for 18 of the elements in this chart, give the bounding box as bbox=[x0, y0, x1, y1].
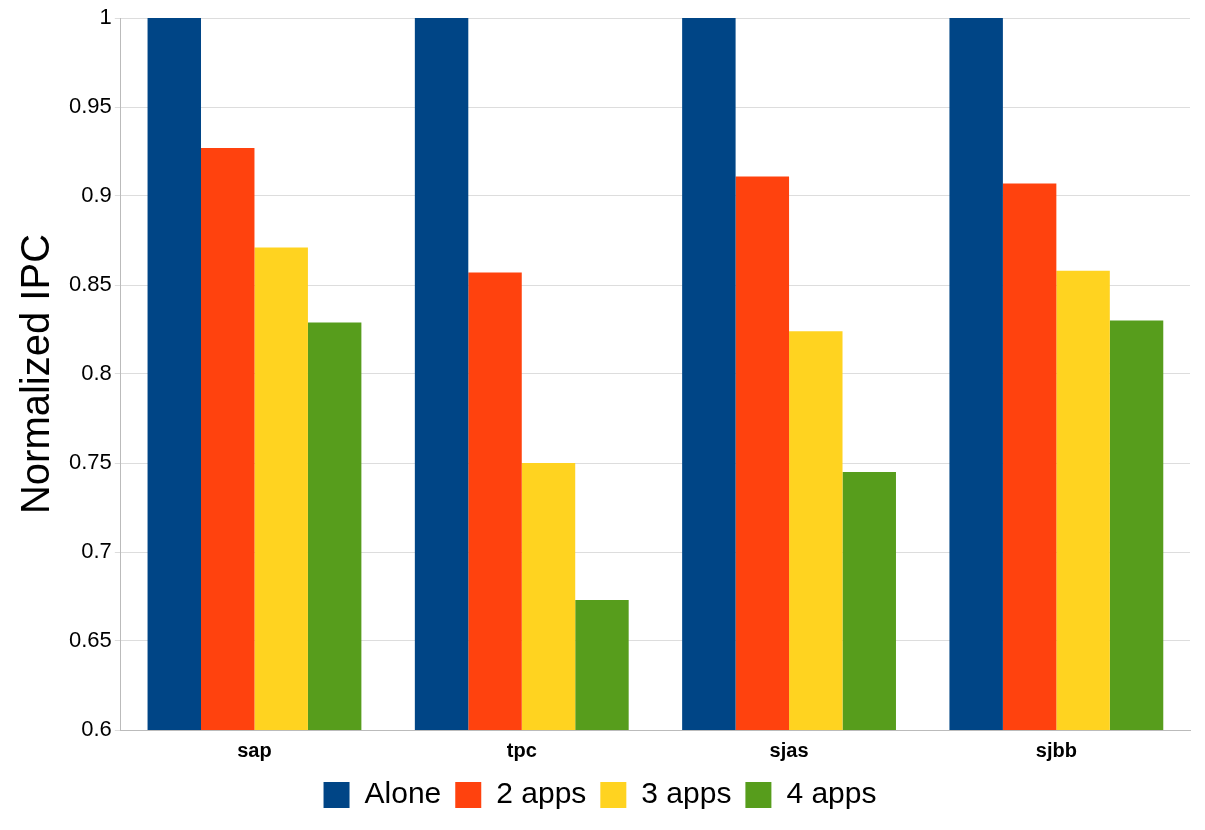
y-tick-label: 0.65 bbox=[68, 627, 112, 653]
legend-label: 3 apps bbox=[641, 776, 732, 810]
y-tick-label: 0.9 bbox=[81, 182, 112, 208]
y-tick-label: 1 bbox=[99, 4, 112, 30]
y-tick-label: 0.7 bbox=[81, 538, 112, 564]
y-tick-label: 0.8 bbox=[81, 360, 112, 386]
x-tick-label: sjas bbox=[769, 738, 809, 761]
x-tick-label: tpc bbox=[506, 738, 537, 761]
legend-label: Alone bbox=[364, 776, 442, 810]
x-tick-label: sap bbox=[237, 738, 272, 761]
y-axis-title: Normalized IPC bbox=[13, 233, 58, 515]
y-tick-label: 0.85 bbox=[68, 271, 112, 297]
legend-label: 4 apps bbox=[786, 776, 877, 810]
y-tick-label: 0.95 bbox=[68, 93, 112, 119]
y-tick-label: 0.75 bbox=[68, 449, 112, 475]
y-tick-label: 0.6 bbox=[81, 716, 112, 742]
legend-label: 2 apps bbox=[496, 776, 587, 810]
x-tick-label: sjbb bbox=[1035, 738, 1077, 761]
